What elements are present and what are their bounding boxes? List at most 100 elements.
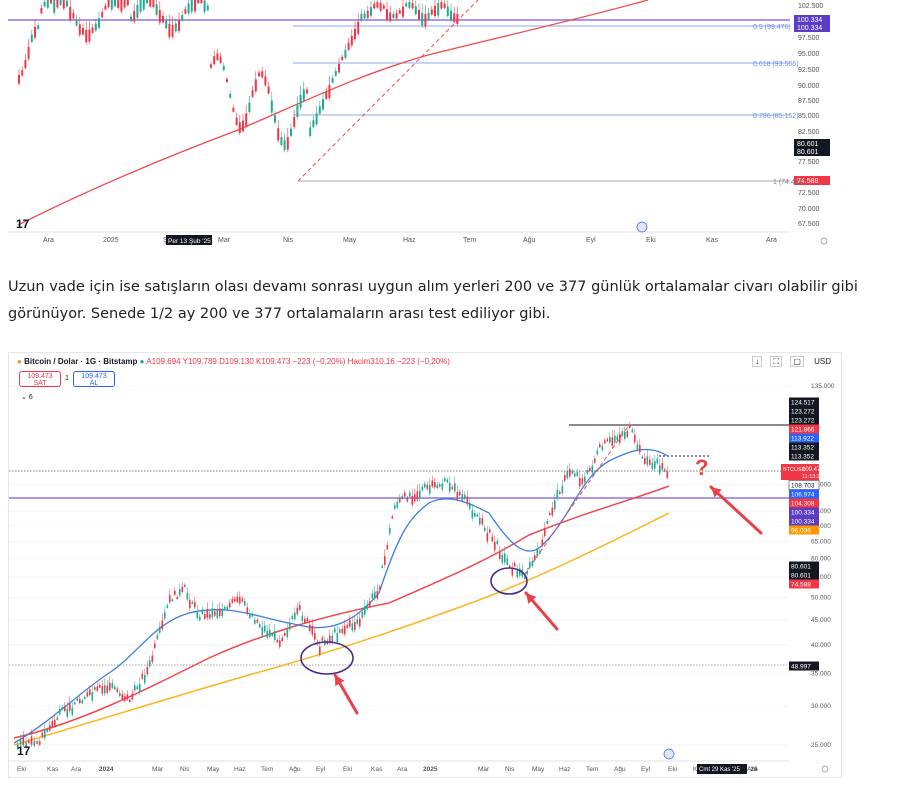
top-chart[interactable]: 102.500 100.334 100.334 97.500 95.000 92.500 9… [8, 0, 840, 248]
candle-body [86, 692, 89, 697]
currency-label[interactable]: USD [814, 357, 831, 366]
candle-body [99, 684, 101, 688]
candle-body [386, 545, 389, 550]
candle-body [306, 89, 308, 94]
candle-body [636, 444, 639, 450]
candle-body [159, 626, 161, 633]
candle-body [61, 707, 64, 710]
flag-icon [636, 221, 648, 233]
candle-body [283, 140, 286, 150]
candle-body [443, 3, 446, 9]
price-tag: 124.517 [791, 400, 815, 407]
fullscreen-icon[interactable]: ⛶ [770, 356, 783, 367]
candle-body [51, 720, 54, 727]
candle-body [286, 136, 289, 150]
symbol-title[interactable]: Bitcoin / Dolar · 1G · Bitstamp [24, 357, 138, 366]
candle-body [384, 556, 386, 565]
candle-body [344, 49, 347, 59]
candle-body [641, 456, 644, 459]
indicator-toggle[interactable]: ⌄ 6 [21, 393, 33, 401]
candle-body [117, 0, 120, 8]
candle-body [124, 696, 126, 702]
candle-body [119, 692, 121, 697]
candle-body [82, 27, 84, 35]
candle-body [261, 627, 264, 636]
candle-body [436, 484, 439, 489]
price-axis-label: 77.500 [798, 159, 820, 166]
price-axis-label: 70.000 [798, 206, 820, 213]
candle-body [437, 2, 440, 16]
ma-50-line [13, 448, 670, 744]
candle-body [21, 70, 24, 76]
price-axis-label: 90.000 [798, 83, 820, 90]
bottom-chart-canvas[interactable]: 135.00085.00075.00070.00065.00060.00055.… [9, 353, 841, 777]
candle-body [27, 46, 30, 59]
candle-body [69, 702, 71, 711]
price-axis-label: 45.000 [811, 617, 831, 624]
x-axis-label: Kas [371, 766, 383, 773]
candle-body [156, 635, 159, 640]
candle-body [328, 85, 331, 99]
candle-body [89, 689, 91, 695]
candle-body [226, 606, 229, 610]
candle-body [357, 21, 360, 34]
candle-body [191, 601, 194, 604]
candle-body [504, 553, 506, 563]
candle-body [440, 2, 443, 9]
price-tag-bg [789, 561, 819, 571]
candle-body [559, 491, 561, 494]
cursor-date: Cmt 29 Kas '25 [699, 767, 740, 773]
sell-button[interactable]: 109.473 SAT [19, 371, 61, 387]
candle-body [405, 3, 408, 7]
x-axis-label: Eyl [641, 766, 651, 773]
candle-body [254, 79, 257, 92]
buy-button[interactable]: 109.473 AL [73, 371, 115, 387]
candle-body [146, 666, 149, 675]
candle-body [389, 12, 392, 22]
price-tag-bg [794, 15, 830, 24]
candle-body [481, 518, 484, 525]
candle-body [30, 34, 33, 42]
x-axis-label: Eki [646, 237, 656, 244]
candle-body [634, 434, 636, 443]
candle-body [194, 0, 196, 12]
price-tag-bg [794, 23, 830, 32]
candle-body [386, 9, 388, 20]
candle-body [350, 35, 353, 46]
candle-body [239, 596, 241, 604]
candle-body [94, 23, 97, 31]
candle-body [321, 637, 324, 641]
candle-body [214, 611, 216, 616]
candle-body [374, 591, 376, 599]
price-axis-label: 40.000 [811, 642, 831, 649]
candle-body [556, 489, 559, 499]
x-axis-label: Kas [47, 766, 59, 773]
candle-body [189, 599, 191, 609]
candle-body [40, 8, 43, 14]
candle-body [28, 740, 30, 743]
sell-price: 109.473 [27, 373, 53, 380]
candle-body [155, 4, 158, 15]
candle-body [30, 736, 33, 745]
candle-body [619, 433, 621, 443]
price-tag: 80.601 [791, 573, 811, 580]
candle-body [34, 26, 36, 38]
download-icon[interactable]: ↓ [752, 356, 763, 367]
red-arrow-head [526, 593, 537, 604]
settings-icon [821, 765, 829, 773]
candle-body [154, 643, 156, 649]
candle-body [267, 86, 270, 94]
candle-body [19, 739, 22, 746]
candle-body [85, 29, 88, 43]
candle-body [126, 694, 129, 700]
bottom-chart[interactable]: 135.000 85.000 75.000 70.000 65.000 60.000 55.… [8, 352, 842, 778]
candle-body [109, 682, 111, 691]
candle-body [133, 10, 136, 22]
x-axis-label: Ağu [523, 237, 536, 244]
camera-icon[interactable]: ▢ [790, 356, 804, 367]
price-axis-label: 50.000 [811, 594, 831, 601]
candle-body [479, 517, 481, 525]
candle-body [371, 593, 374, 599]
volume-value: Hacim310.16 −223 (−0,20%) [347, 357, 450, 366]
